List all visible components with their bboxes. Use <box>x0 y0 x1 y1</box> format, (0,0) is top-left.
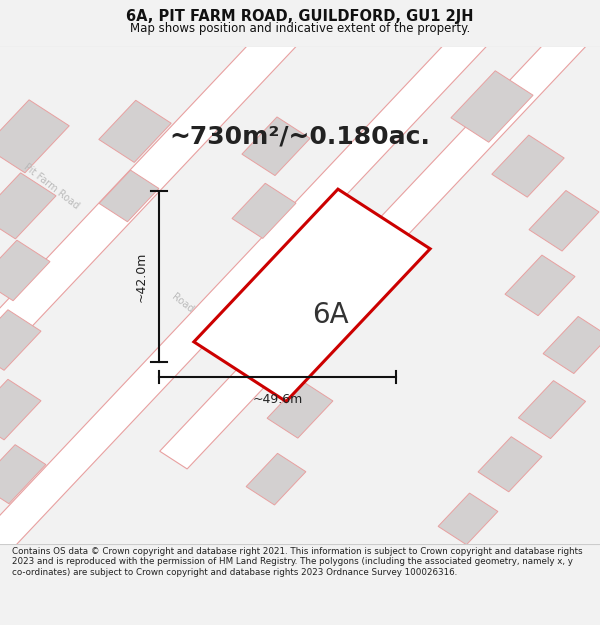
Polygon shape <box>267 381 333 438</box>
Text: ~49.6m: ~49.6m <box>253 393 302 406</box>
Polygon shape <box>0 444 46 504</box>
Polygon shape <box>99 100 171 162</box>
Polygon shape <box>194 189 430 401</box>
Polygon shape <box>0 310 41 371</box>
Text: Road: Road <box>170 291 196 314</box>
Polygon shape <box>0 100 69 172</box>
Polygon shape <box>438 493 498 545</box>
Text: ~42.0m: ~42.0m <box>134 251 148 302</box>
Polygon shape <box>0 13 501 625</box>
Polygon shape <box>518 381 586 439</box>
Text: ~730m²/~0.180ac.: ~730m²/~0.180ac. <box>170 124 430 148</box>
Text: Pit Farm Road: Pit Farm Road <box>22 161 80 211</box>
Polygon shape <box>478 437 542 492</box>
Text: Map shows position and indicative extent of the property.: Map shows position and indicative extent… <box>130 22 470 35</box>
Polygon shape <box>0 173 56 239</box>
Polygon shape <box>242 117 310 176</box>
Polygon shape <box>232 183 296 238</box>
Polygon shape <box>0 0 371 594</box>
Polygon shape <box>246 453 306 505</box>
Text: Contains OS data © Crown copyright and database right 2021. This information is : Contains OS data © Crown copyright and d… <box>12 547 583 577</box>
Polygon shape <box>0 240 50 301</box>
Polygon shape <box>0 379 41 440</box>
Polygon shape <box>160 0 600 469</box>
Text: 6A: 6A <box>311 301 349 329</box>
Polygon shape <box>543 316 600 374</box>
Polygon shape <box>451 71 533 142</box>
Polygon shape <box>492 135 564 197</box>
Polygon shape <box>505 255 575 316</box>
Polygon shape <box>99 170 159 222</box>
Polygon shape <box>529 191 599 251</box>
Text: 6A, PIT FARM ROAD, GUILDFORD, GU1 2JH: 6A, PIT FARM ROAD, GUILDFORD, GU1 2JH <box>126 9 474 24</box>
